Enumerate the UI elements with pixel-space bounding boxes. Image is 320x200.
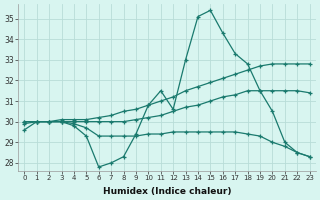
X-axis label: Humidex (Indice chaleur): Humidex (Indice chaleur) bbox=[103, 187, 231, 196]
